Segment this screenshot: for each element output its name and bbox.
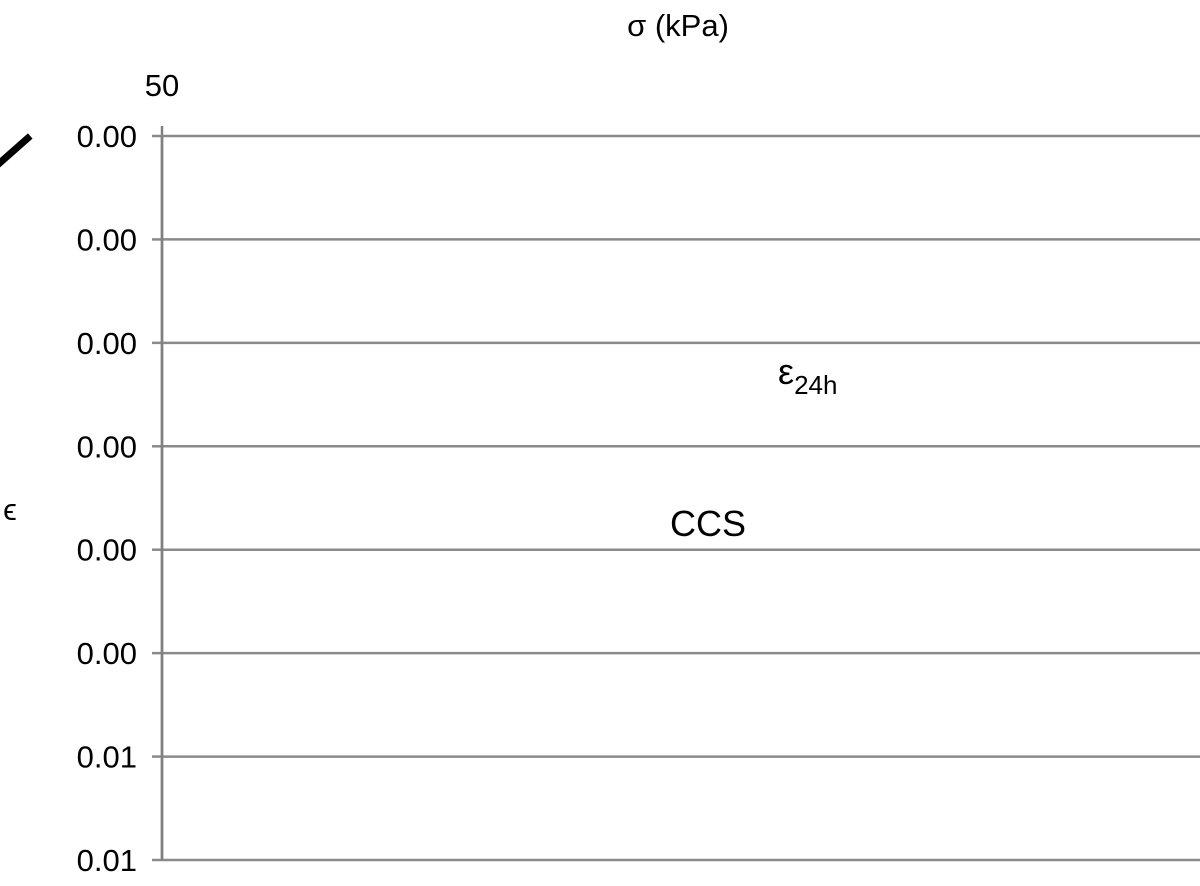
y-tick-label: 0.00 [77,119,137,154]
axes: 0.000.000.000.000.000.000.010.0150500 [77,68,180,878]
y-tick-label: 0.00 [77,222,137,257]
x-tick-label: 50 [145,68,179,103]
x-axis-title: σ (kPa) [627,8,729,43]
chart-labels: σ (kPa) ϵ ε24h CCS [3,8,837,544]
y-tick-label: 0.01 [77,740,137,775]
y-tick-label: 0.00 [77,326,137,361]
grid [152,126,1200,862]
series-line-1 [0,133,33,168]
series-annotation-e24h-sub: 24h [794,370,837,400]
series-annotation-e24h: ε24h [778,351,837,400]
y-tick-label: 0.00 [77,533,137,568]
y-axis-title: ϵ [3,492,17,527]
series-lines [0,133,33,168]
series-annotation-ccs: CCS [670,503,746,544]
series-annotation-e24h-main: ε [778,351,794,392]
y-tick-label: 0.00 [77,429,137,464]
y-tick-label: 0.01 [77,843,137,878]
y-tick-label: 0.00 [77,636,137,671]
